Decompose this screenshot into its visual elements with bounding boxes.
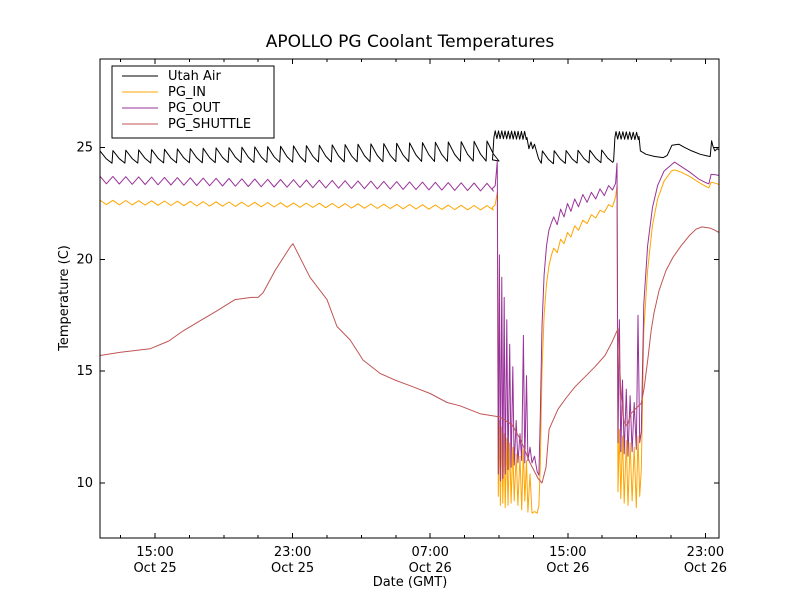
legend-row: Utah Air xyxy=(122,69,221,84)
legend-label-pg-out: PG_OUT xyxy=(168,101,220,116)
y-tick-label: 20 xyxy=(76,252,93,267)
legend-label-pg-in: PG_IN xyxy=(168,85,206,100)
legend-row: PG_IN xyxy=(122,85,206,100)
y-tick-label: 10 xyxy=(76,476,93,491)
legend-label-pg-shuttle: PG_SHUTTLE xyxy=(168,117,251,132)
x-tick-date-label: Oct 26 xyxy=(409,561,452,576)
plot-frame xyxy=(99,58,720,539)
legend-row: PG_SHUTTLE xyxy=(122,117,251,132)
x-tick-date-label: Oct 25 xyxy=(271,561,314,576)
series-line-utah-air xyxy=(100,130,719,165)
x-tick-date-label: Oct 26 xyxy=(684,561,727,576)
series-line-pg-out xyxy=(100,160,719,482)
y-axis-label: Temperature (C) xyxy=(57,245,72,352)
legend-row: PG_OUT xyxy=(122,101,220,116)
legend: Utah Air PG_IN PG_OUT PG_SHUTTLE xyxy=(111,65,275,139)
x-tick-time-label: 23:00 xyxy=(274,545,311,560)
y-tick-label: 25 xyxy=(76,141,93,156)
x-axis-label: Date (GMT) xyxy=(373,575,448,590)
y-tick-label: 15 xyxy=(76,364,93,379)
x-tick-time-label: 15:00 xyxy=(136,545,173,560)
ticks-layer xyxy=(100,59,719,538)
series-line-pg-shuttle xyxy=(100,226,719,484)
x-tick-time-label: 23:00 xyxy=(687,545,724,560)
chart-title: APOLLO PG Coolant Temperatures xyxy=(266,32,555,52)
legend-box xyxy=(111,65,275,139)
x-tick-time-label: 07:00 xyxy=(411,545,448,560)
legend-label-utah-air: Utah Air xyxy=(168,69,221,84)
series-layer xyxy=(100,130,719,514)
x-tick-date-label: Oct 25 xyxy=(133,561,176,576)
series-line-pg-in xyxy=(100,169,719,514)
x-tick-date-label: Oct 26 xyxy=(546,561,589,576)
x-tick-time-label: 15:00 xyxy=(549,545,586,560)
